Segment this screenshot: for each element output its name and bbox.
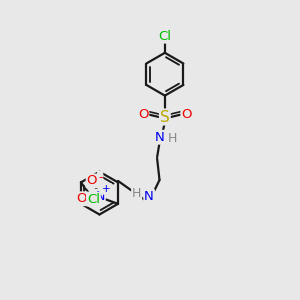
Text: N: N bbox=[154, 131, 164, 144]
Text: N: N bbox=[144, 190, 154, 203]
Text: Cl: Cl bbox=[158, 30, 171, 43]
Text: H: H bbox=[168, 132, 178, 145]
Text: Cl: Cl bbox=[87, 193, 100, 206]
Text: O: O bbox=[138, 108, 148, 121]
Text: -: - bbox=[98, 171, 102, 184]
Text: O: O bbox=[181, 108, 192, 121]
Text: S: S bbox=[160, 110, 170, 124]
Text: O: O bbox=[76, 192, 86, 205]
Text: N: N bbox=[95, 190, 105, 203]
Text: H: H bbox=[132, 187, 141, 200]
Text: +: + bbox=[102, 184, 111, 194]
Text: O: O bbox=[87, 174, 97, 188]
